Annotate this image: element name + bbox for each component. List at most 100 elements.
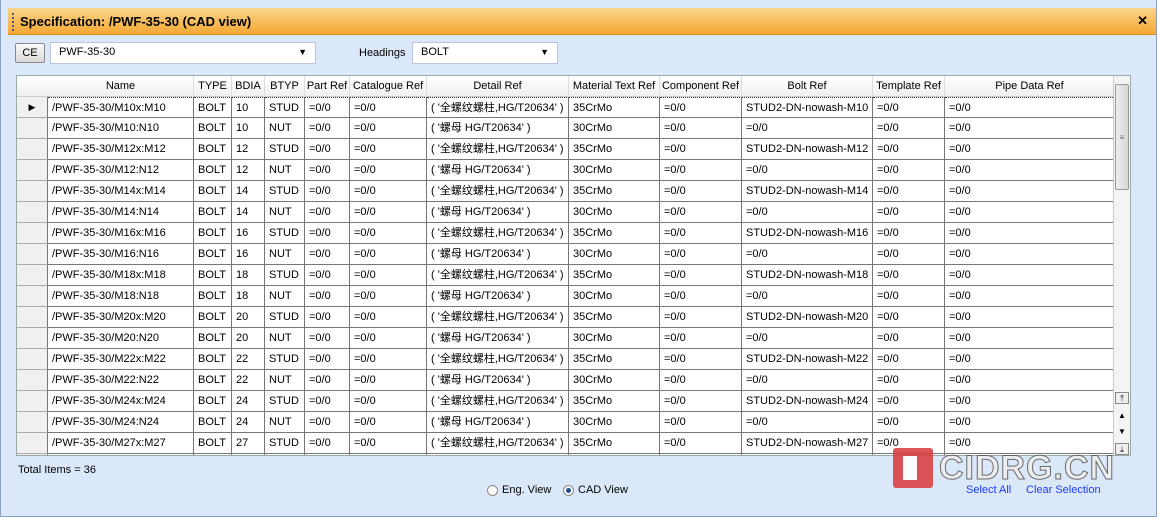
table-cell[interactable]: =0/0 [945, 223, 1115, 244]
table-cell[interactable]: /PWF-35-30/M24x:M24 [48, 391, 194, 412]
table-cell[interactable]: 35CrMo [569, 139, 660, 160]
table-cell[interactable]: =0/0 [742, 202, 873, 223]
table-cell[interactable]: =0/0 [873, 265, 945, 286]
table-cell[interactable]: =0/0 [742, 370, 873, 391]
table-cell[interactable]: =0/0 [305, 370, 350, 391]
table-cell[interactable]: =0/0 [660, 139, 742, 160]
table-cell[interactable]: =0/0 [305, 139, 350, 160]
table-cell[interactable]: =0/0 [873, 307, 945, 328]
table-cell[interactable]: BOLT [194, 139, 232, 160]
table-cell[interactable]: =0/0 [660, 391, 742, 412]
table-cell[interactable]: =0/0 [660, 160, 742, 181]
row-header[interactable] [17, 328, 48, 349]
column-header[interactable]: Material Text Ref [569, 76, 660, 97]
table-cell[interactable]: NUT [265, 328, 305, 349]
table-cell[interactable]: ( '全螺纹螺柱,HG/T20634' ) [427, 307, 569, 328]
table-row[interactable]: /PWF-35-30/M18:N18 BOLT 18 NUT =0/0 =0/0( '螺母… [17, 286, 1115, 307]
table-cell[interactable]: =0/0 [350, 223, 427, 244]
table-row[interactable]: /PWF-35-30/M10:N10 BOLT 10 NUT =0/0 =0/0( '螺母… [17, 118, 1115, 139]
table-cell[interactable]: =0/0 [660, 181, 742, 202]
table-row[interactable]: /PWF-35-30/M14:N14 BOLT 14 NUT =0/0 =0/0( '螺母… [17, 202, 1115, 223]
scroll-up-icon[interactable]: ▲ [1118, 411, 1126, 420]
radio-unchecked-icon[interactable] [487, 484, 498, 496]
table-cell[interactable]: =0/0 [660, 328, 742, 349]
table-cell[interactable]: =0/0 [660, 349, 742, 370]
table-cell[interactable]: =0/0 [660, 433, 742, 454]
table-cell[interactable]: /PWF-35-30/M18x:M18 [48, 265, 194, 286]
table-cell[interactable]: =0/0 [305, 433, 350, 454]
table-cell[interactable]: =0/0 [945, 265, 1115, 286]
column-header[interactable]: Pipe Data Ref [945, 76, 1115, 97]
table-cell[interactable]: ( '全螺纹螺柱,HG/T20634' ) [427, 349, 569, 370]
table-cell[interactable]: BOLT [194, 433, 232, 454]
table-cell[interactable]: 16 [232, 223, 265, 244]
table-cell[interactable]: =0/0 [305, 328, 350, 349]
table-cell[interactable]: =0/0 [305, 244, 350, 265]
table-row[interactable]: /PWF-35-30/M27x:M27 BOLT 27 STUD =0/0 =0/0( '… [17, 433, 1115, 454]
table-cell[interactable]: =0/0 [350, 307, 427, 328]
table-cell[interactable]: 35CrMo [569, 97, 660, 118]
chevron-down-icon[interactable]: ▼ [540, 47, 549, 57]
table-cell[interactable]: =0/0 [350, 412, 427, 433]
table-cell[interactable]: =0/0 [350, 160, 427, 181]
table-cell[interactable]: =0/0 [350, 454, 427, 455]
table-cell[interactable]: =0/0 [945, 139, 1115, 160]
column-header[interactable]: BTYP [265, 76, 305, 97]
table-cell[interactable]: =0/0 [660, 454, 742, 455]
table-cell[interactable]: STUD2-DN-nowash-M14 [742, 181, 873, 202]
table-cell[interactable]: =0/0 [945, 160, 1115, 181]
table-cell[interactable]: 20 [232, 328, 265, 349]
drag-grip-icon[interactable] [12, 13, 14, 31]
table-row[interactable]: /PWF-35-30/M12x:M12 BOLT 12 STUD =0/0 =0/0( '… [17, 139, 1115, 160]
ce-button[interactable]: CE [15, 43, 45, 63]
table-cell[interactable]: /PWF-35-30/M20x:M20 [48, 307, 194, 328]
table-cell[interactable]: =0/0 [660, 307, 742, 328]
table-row[interactable]: /PWF-35-30/M27:N27BOLT27NUT=0/0=0/0( '螺母… [17, 454, 1115, 455]
table-cell[interactable]: STUD [265, 391, 305, 412]
table-cell[interactable]: /PWF-35-30/M16:N16 [48, 244, 194, 265]
table-cell[interactable]: =0/0 [305, 349, 350, 370]
table-cell[interactable]: 35CrMo [569, 265, 660, 286]
row-header[interactable] [17, 118, 48, 139]
table-cell[interactable]: =0/0 [742, 412, 873, 433]
table-cell[interactable]: BOLT [194, 412, 232, 433]
table-cell[interactable]: =0/0 [350, 286, 427, 307]
table-row[interactable]: /PWF-35-30/M24x:M24 BOLT 24 STUD =0/0 =0/0( '… [17, 391, 1115, 412]
table-row[interactable]: /PWF-35-30/M14x:M14 BOLT 14 STUD =0/0 =0/0( '… [17, 181, 1115, 202]
table-cell[interactable]: =0/0 [945, 244, 1115, 265]
row-header[interactable] [17, 286, 48, 307]
table-cell[interactable]: =0/0 [350, 349, 427, 370]
table-cell[interactable]: ( '螺母 HG/T20634' ) [427, 412, 569, 433]
table-cell[interactable]: =0/0 [742, 244, 873, 265]
table-cell[interactable]: BOLT [194, 328, 232, 349]
table-cell[interactable]: =0/0 [873, 97, 945, 118]
table-cell[interactable]: =0/0 [350, 265, 427, 286]
table-cell[interactable]: 35CrMo [569, 391, 660, 412]
scroll-down-icon[interactable]: ▼ [1118, 427, 1126, 436]
table-cell[interactable]: 14 [232, 202, 265, 223]
table-cell[interactable]: =0/0 [945, 370, 1115, 391]
table-cell[interactable]: STUD2-DN-nowash-M18 [742, 265, 873, 286]
column-header[interactable]: Bolt Ref [742, 76, 873, 97]
table-cell[interactable]: =0/0 [305, 202, 350, 223]
vertical-scrollbar[interactable]: ≡ ⤒ ▲ ▼ ⤓ [1113, 76, 1130, 455]
table-row[interactable]: /PWF-35-30/M22:N22 BOLT 22 NUT =0/0 =0/0( '螺母… [17, 370, 1115, 391]
table-cell[interactable]: =0/0 [350, 244, 427, 265]
column-header[interactable]: Detail Ref [427, 76, 569, 97]
table-cell[interactable]: =0/0 [305, 181, 350, 202]
current-row-arrow-icon[interactable]: ▶ [17, 97, 48, 118]
table-cell[interactable]: BOLT [194, 118, 232, 139]
table-cell[interactable]: ( '螺母 HG/T20634' ) [427, 244, 569, 265]
table-cell[interactable]: /PWF-35-30/M22:N22 [48, 370, 194, 391]
table-cell[interactable]: 30CrMo [569, 160, 660, 181]
table-cell[interactable]: =0/0 [742, 118, 873, 139]
table-cell[interactable]: =0/0 [350, 118, 427, 139]
table-cell[interactable]: =0/0 [873, 118, 945, 139]
table-cell[interactable]: 22 [232, 370, 265, 391]
table-row[interactable]: /PWF-35-30/M24:N24 BOLT 24 NUT =0/0 =0/0( '螺母… [17, 412, 1115, 433]
table-cell[interactable]: NUT [265, 244, 305, 265]
table-cell[interactable]: /PWF-35-30/M10:N10 [48, 118, 194, 139]
table-cell[interactable]: =0/0 [742, 328, 873, 349]
table-cell[interactable]: ( '全螺纹螺柱,HG/T20634' ) [427, 391, 569, 412]
table-cell[interactable]: BOLT [194, 286, 232, 307]
